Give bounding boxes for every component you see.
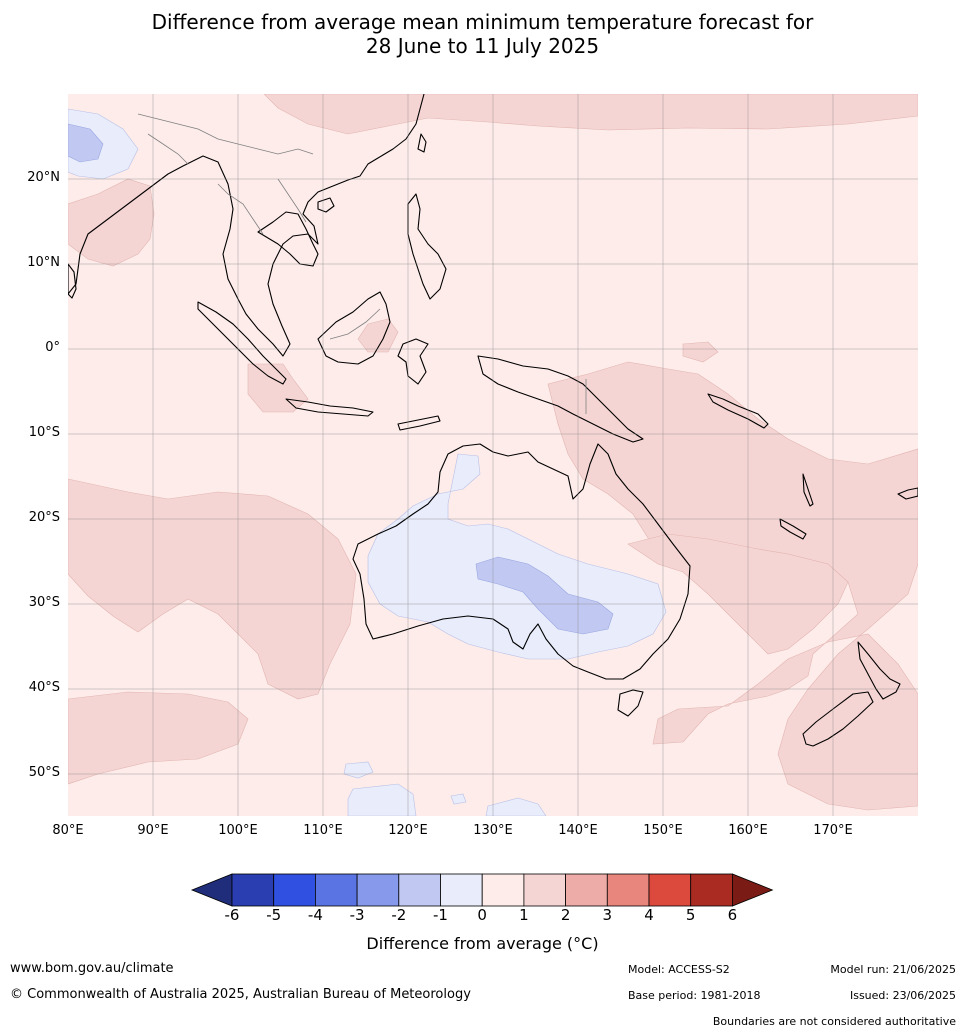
colorbar-cell <box>565 873 608 907</box>
coastline-borneo <box>317 291 391 365</box>
lat-label-20n: 20°N <box>27 170 60 185</box>
colorbar-cell <box>273 873 316 907</box>
colorbar-cell <box>606 873 650 907</box>
border-myanmar-thailand <box>217 183 264 235</box>
graticule <box>68 94 918 816</box>
colorbar-svg <box>190 873 774 907</box>
colorbar-tick-label: 2 <box>560 906 571 924</box>
lon-label-110e: 110°E <box>303 823 343 838</box>
border-asia-inland <box>137 113 314 155</box>
colorbar-tick-label: 1 <box>519 906 529 924</box>
lon-label-100e: 100°E <box>218 823 258 838</box>
colorbar-cell <box>690 873 733 907</box>
lon-label-130e: 130°E <box>473 823 513 838</box>
colorbar-tick-label: -1 <box>433 906 448 924</box>
title-line-1: Difference from average mean minimum tem… <box>151 10 814 34</box>
lon-label-170e: 170°E <box>813 823 853 838</box>
colorbar-tick-label: 0 <box>477 906 487 924</box>
coastlines <box>68 94 918 747</box>
colorbar-tick-label: 3 <box>602 906 613 924</box>
country-borders <box>137 113 587 414</box>
coastline-sri-lanka <box>68 263 77 299</box>
coastline-new-caledonia <box>779 518 807 540</box>
lon-label-150e: 150°E <box>643 823 683 838</box>
footer-base-period: Base period: 1981-2018 <box>628 989 761 1002</box>
lat-label-40s: 40°S <box>28 680 60 695</box>
colorbar-tick-label: -3 <box>349 906 365 924</box>
footer-model-run: Model run: 21/06/2025 <box>830 963 956 976</box>
lat-label-30s: 30°S <box>28 595 60 610</box>
colorbar-label: Difference from average (°C) <box>366 934 599 953</box>
colorbar <box>190 872 776 912</box>
colorbar-tick-label: -4 <box>307 906 323 924</box>
lat-label-20s: 20°S <box>28 510 60 525</box>
colorbar-cell <box>648 873 692 907</box>
anomaly-below-minus1-regions <box>68 123 614 635</box>
border-borneo-interior <box>329 308 381 340</box>
map-canvas <box>68 94 918 816</box>
lon-label-90e: 90°E <box>137 823 169 838</box>
coastline-philippines <box>407 193 447 300</box>
anomaly-1-to-2-regions <box>68 94 918 811</box>
anomaly-region-north-pacific <box>263 94 918 135</box>
colorbar-tick-label: 6 <box>727 906 738 924</box>
colorbar-cell <box>481 873 525 907</box>
footer-model: Model: ACCESS-S2 <box>628 963 730 976</box>
coastline-australia <box>352 443 691 680</box>
colorbar-tick-label: -5 <box>266 906 282 924</box>
coastline-taiwan <box>417 133 427 153</box>
lon-label-160e: 160°E <box>728 823 768 838</box>
lon-label-80e: 80°E <box>52 823 84 838</box>
anomaly-region-central-australia-strong-cool <box>475 556 614 635</box>
colorbar-tick-label: 4 <box>644 906 654 924</box>
anomaly-region-southern-ocean-cool-4 <box>450 793 467 805</box>
coastline-sulawesi <box>397 338 429 385</box>
lat-label-10s: 10°S <box>28 425 60 440</box>
colorbar-tick-label: 5 <box>685 906 696 924</box>
lon-label-120e: 120°E <box>388 823 428 838</box>
coastline-java <box>285 398 374 417</box>
coastline-new-zealand-north <box>857 641 901 700</box>
colorbar-cell <box>523 873 566 907</box>
footer-website[interactable]: www.bom.gov.au/climate <box>10 961 174 976</box>
anomaly-region-indian-ocean-west <box>68 478 357 700</box>
footer-copyright: © Commonwealth of Australia 2025, Austra… <box>10 987 471 1002</box>
anomaly-region-coral-sea <box>627 533 849 655</box>
title-line-2: 28 June to 11 July 2025 <box>365 34 600 58</box>
footer-disclaimer: Boundaries are not considered authoritat… <box>712 1015 956 1028</box>
border-laos-vietnam <box>277 178 307 223</box>
forecast-map <box>68 94 918 816</box>
colorbar-cell <box>398 873 441 907</box>
anomaly-region-southern-ocean-cool-2 <box>347 783 417 816</box>
colorbar-cell <box>356 873 400 907</box>
lon-label-140e: 140°E <box>558 823 598 838</box>
lat-label-50s: 50°S <box>28 765 60 780</box>
coastline-asia-mainland <box>68 94 425 357</box>
colorbar-cell <box>315 873 358 907</box>
colorbar-tick-label: -2 <box>391 906 407 924</box>
colorbar-cell <box>231 873 275 907</box>
coastline-fiji <box>897 487 918 500</box>
coastline-tasmania <box>617 689 644 717</box>
coastline-timor <box>397 415 441 431</box>
coastline-new-guinea <box>477 355 644 443</box>
lat-label-0: 0° <box>45 340 60 355</box>
anomaly-region-equatorial-pacific <box>682 341 719 363</box>
colorbar-arrow-high <box>732 873 774 907</box>
coastline-indochina <box>257 211 319 267</box>
coastline-hainan <box>317 197 335 213</box>
coastline-new-zealand-south <box>802 691 874 747</box>
footer-issued: Issued: 23/06/2025 <box>849 989 956 1002</box>
colorbar-arrow-low <box>190 873 233 907</box>
anomaly-region-south-china-strong-cool <box>68 123 104 163</box>
map-title: Difference from average mean minimum tem… <box>0 10 965 58</box>
anomaly-region-southern-ocean-cool-3 <box>485 797 547 816</box>
lat-label-10n: 10°N <box>27 255 60 270</box>
coastline-vanuatu <box>802 473 814 507</box>
border-india-east <box>147 133 189 165</box>
colorbar-cell <box>440 873 483 907</box>
colorbar-tick-label: -6 <box>224 906 240 924</box>
coastline-solomon-islands <box>707 393 769 429</box>
